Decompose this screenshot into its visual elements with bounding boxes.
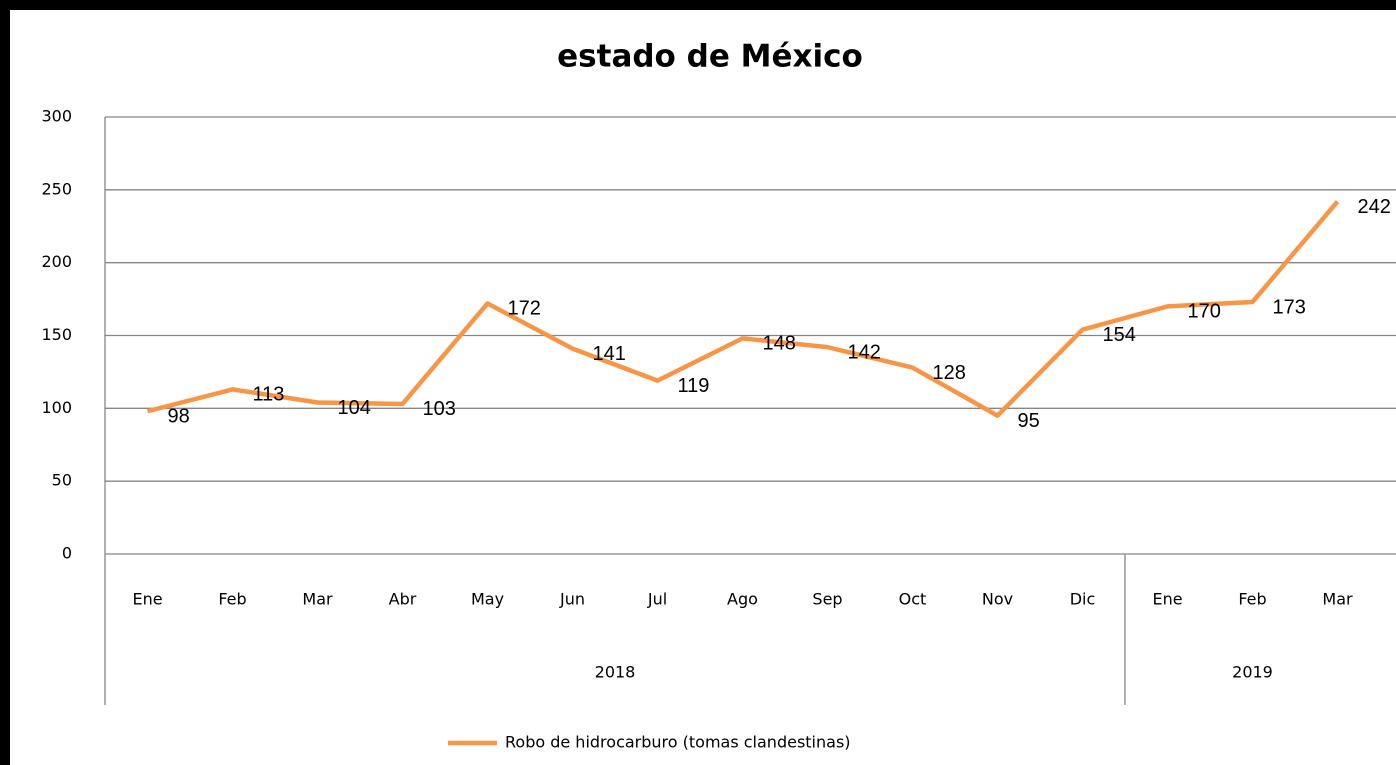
- x-tick-label: Ago: [727, 590, 758, 609]
- data-label: 170: [1188, 301, 1221, 323]
- data-label: 173: [1273, 296, 1306, 318]
- data-label: 119: [678, 375, 710, 397]
- data-label: 113: [253, 384, 285, 406]
- x-tick-label: Mar: [1322, 590, 1353, 609]
- x-tick-label: May: [471, 590, 504, 609]
- data-label: 172: [508, 298, 541, 320]
- x-tick-label: Feb: [1238, 590, 1266, 609]
- y-tick-label: 150: [41, 325, 72, 344]
- chart-title: estado de México: [557, 39, 863, 75]
- legend-label: Robo de hidrocarburo (tomas clandestinas…: [505, 733, 851, 752]
- y-tick-label: 50: [52, 471, 72, 490]
- y-tick-label: 0: [62, 544, 72, 563]
- x-tick-label: Jun: [559, 590, 585, 609]
- x-tick-label: Abr: [389, 590, 417, 609]
- x-tick-label: Feb: [218, 590, 246, 609]
- x-tick-label: Nov: [982, 590, 1013, 609]
- data-label: 148: [763, 333, 796, 355]
- data-label: 104: [338, 397, 371, 419]
- x-tick-label: Mar: [302, 590, 333, 609]
- x-tick-label: Ene: [1152, 590, 1182, 609]
- data-label: 142: [848, 341, 881, 363]
- y-tick-label: 300: [41, 107, 72, 126]
- x-tick-label: Oct: [899, 590, 927, 609]
- data-label: 154: [1103, 324, 1136, 346]
- y-tick-label: 100: [41, 398, 72, 417]
- x-tick-label: Sep: [812, 590, 842, 609]
- y-tick-label: 250: [41, 179, 72, 198]
- data-label: 103: [423, 398, 456, 420]
- data-label: 242: [1358, 196, 1391, 218]
- x-tick-label: Dic: [1070, 590, 1096, 609]
- data-label: 98: [168, 406, 190, 428]
- data-label: 128: [933, 362, 966, 384]
- data-label: 95: [1018, 410, 1040, 432]
- group-label: 2018: [595, 663, 636, 682]
- series-line: [146, 200, 1340, 418]
- x-tick-label: Jul: [647, 590, 667, 609]
- chart-area: [10, 10, 1396, 765]
- y-tick-label: 200: [41, 252, 72, 271]
- group-label: 2019: [1232, 663, 1273, 682]
- data-label: 141: [593, 343, 626, 365]
- x-tick-label: Ene: [132, 590, 162, 609]
